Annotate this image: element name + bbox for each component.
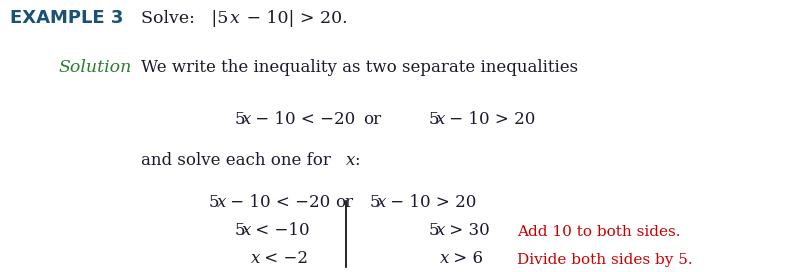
Text: x: x: [436, 111, 446, 128]
Text: x: x: [242, 111, 252, 128]
Text: > 30: > 30: [444, 222, 490, 239]
Text: − 10 < −20: − 10 < −20: [225, 194, 330, 211]
Text: < −10: < −10: [250, 222, 310, 239]
Text: 5: 5: [208, 194, 219, 211]
Text: − 10 > 20: − 10 > 20: [385, 194, 477, 211]
Text: 5: 5: [428, 222, 439, 239]
Text: Solve:   |5: Solve: |5: [141, 10, 229, 27]
Text: Solution: Solution: [58, 59, 132, 76]
Text: x: x: [346, 152, 356, 169]
Text: x: x: [377, 194, 387, 211]
Text: > 6: > 6: [448, 250, 483, 267]
Text: and solve each one for: and solve each one for: [141, 152, 336, 169]
Text: − 10| > 20.: − 10| > 20.: [241, 10, 347, 27]
Text: 5: 5: [234, 111, 245, 128]
Text: x: x: [250, 250, 260, 267]
Text: < −2: < −2: [259, 250, 308, 267]
Text: x: x: [230, 10, 240, 27]
Text: x: x: [436, 222, 446, 239]
Text: or: or: [335, 194, 353, 211]
Text: 5: 5: [234, 222, 245, 239]
Text: or: or: [364, 111, 381, 128]
Text: x: x: [242, 222, 252, 239]
Text: We write the inequality as two separate inequalities: We write the inequality as two separate …: [141, 59, 579, 76]
Text: 5: 5: [428, 111, 439, 128]
Text: x: x: [440, 250, 450, 267]
Text: x: x: [217, 194, 226, 211]
Text: 5: 5: [369, 194, 380, 211]
Text: − 10 < −20: − 10 < −20: [250, 111, 356, 128]
Text: Add 10 to both sides.: Add 10 to both sides.: [517, 225, 680, 239]
Text: Divide both sides by 5.: Divide both sides by 5.: [517, 253, 692, 267]
Text: EXAMPLE 3: EXAMPLE 3: [10, 9, 123, 27]
Text: − 10 > 20: − 10 > 20: [444, 111, 536, 128]
Text: :: :: [354, 152, 360, 169]
